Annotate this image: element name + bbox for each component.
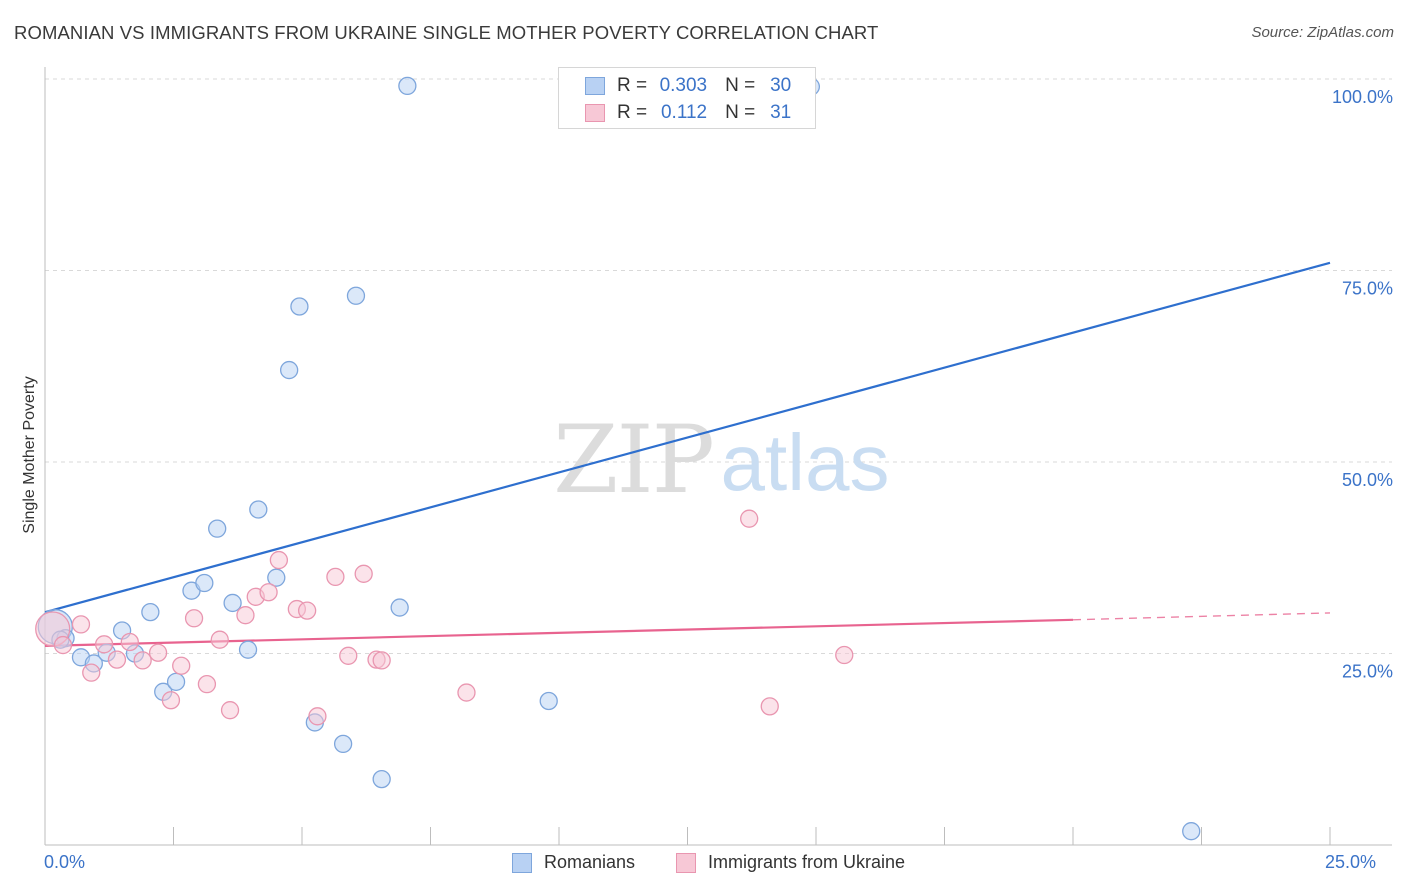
axis-layer (44, 67, 1392, 846)
legend-swatch-ukraine (585, 104, 605, 122)
watermark-zip: ZIP (553, 406, 713, 515)
series-legend: Romanians Immigrants from Ukraine (0, 852, 1406, 876)
legend-row-ukraine: R = 0.112 N = 31 (559, 100, 791, 126)
legend-swatch-ukraine (676, 852, 696, 873)
data-point-romanians (398, 76, 417, 96)
data-point-romanians (372, 769, 391, 789)
data-point-ukraine (835, 645, 854, 665)
y-tick-label: 75.0% (1342, 279, 1393, 299)
data-point-romanians (279, 360, 299, 380)
legend-swatch-romanians (585, 77, 605, 95)
legend-n-label: N = (725, 75, 756, 96)
data-point-ukraine (82, 663, 101, 682)
legend-r-value: 0.303 (659, 75, 708, 96)
data-point-ukraine (148, 643, 168, 662)
points-layer (35, 75, 1201, 841)
data-point-romanians (267, 568, 286, 587)
data-point-romanians (390, 598, 409, 617)
legend-row-romanians: R = 0.303 N = 30 (559, 73, 791, 99)
y-tick-label: 50.0% (1342, 470, 1393, 490)
data-point-ukraine (120, 632, 139, 652)
source-label: Source: ZipAtlas.com (1251, 24, 1394, 41)
data-point-ukraine (297, 601, 317, 620)
data-point-ukraine (457, 683, 476, 702)
data-point-ukraine (354, 564, 373, 583)
data-point-ukraine (184, 609, 204, 628)
data-point-romanians (141, 602, 160, 622)
data-point-romanians (290, 297, 309, 316)
data-point-ukraine (308, 707, 327, 726)
watermark-atlas: atlas (721, 418, 890, 507)
data-point-ukraine (172, 656, 191, 675)
grid-layer (45, 78, 1392, 654)
legend-item-ukraine[interactable]: Immigrants from Ukraine (676, 852, 905, 873)
data-point-romanians (1182, 822, 1201, 841)
legend-label-romanians: Romanians (544, 852, 636, 872)
data-point-ukraine (161, 691, 181, 710)
data-point-romanians (539, 691, 558, 711)
y-tick-label: 100.0% (1332, 87, 1393, 107)
legend-n-label: N = (725, 102, 756, 123)
data-point-romanians (166, 672, 186, 691)
data-point-ukraine (740, 509, 759, 528)
data-point-ukraine (326, 567, 345, 587)
trend-line-romanians (44, 261, 1331, 614)
data-point-romanians (346, 286, 366, 305)
data-point-ukraine (339, 646, 358, 665)
data-point-ukraine (259, 583, 278, 602)
data-point-romanians (208, 519, 227, 538)
data-point-ukraine (53, 635, 73, 655)
legend-r-label: R = (617, 75, 648, 96)
legend-n-value: 31 (770, 102, 792, 123)
y-axis-title: Single Mother Poverty (21, 376, 38, 534)
x-tick-label-max: 25.0% (1325, 852, 1377, 872)
legend-item-romanians[interactable]: Romanians (512, 852, 635, 873)
y-tick-label: 25.0% (1342, 662, 1393, 682)
data-point-ukraine (94, 635, 114, 654)
data-point-romanians (223, 593, 242, 613)
data-point-ukraine (236, 606, 255, 625)
data-point-romanians (195, 573, 214, 593)
legend-r-value: 0.112 (660, 102, 708, 123)
data-point-ukraine (71, 615, 91, 634)
data-point-ukraine (220, 701, 240, 720)
x-tick-label-min: 0.0% (44, 852, 86, 872)
legend-label-ukraine: Immigrants from Ukraine (708, 852, 906, 872)
watermark: ZIP atlas (553, 406, 889, 515)
data-point-ukraine (760, 697, 779, 716)
y-tick-labels: 25.0% 50.0% 75.0% 100.0% (1332, 87, 1393, 682)
legend-n-value: 30 (770, 75, 792, 96)
data-point-ukraine (197, 674, 217, 694)
chart-title: ROMANIAN VS IMMIGRANTS FROM UKRAINE SING… (14, 22, 879, 43)
data-point-ukraine (269, 550, 289, 570)
data-point-romanians (333, 734, 353, 754)
legend-swatch-romanians (512, 852, 532, 873)
data-point-ukraine (107, 650, 127, 669)
data-point-ukraine (133, 651, 152, 670)
trend-line-extension-ukraine (1072, 612, 1331, 621)
data-point-romanians (238, 640, 258, 659)
data-point-romanians (249, 500, 268, 519)
data-point-ukraine (372, 651, 391, 670)
data-point-ukraine (210, 630, 229, 649)
legend-r-label: R = (617, 102, 648, 123)
correlation-legend: R = 0.303 N = 30 R = 0.112 N = 31 (558, 67, 816, 129)
